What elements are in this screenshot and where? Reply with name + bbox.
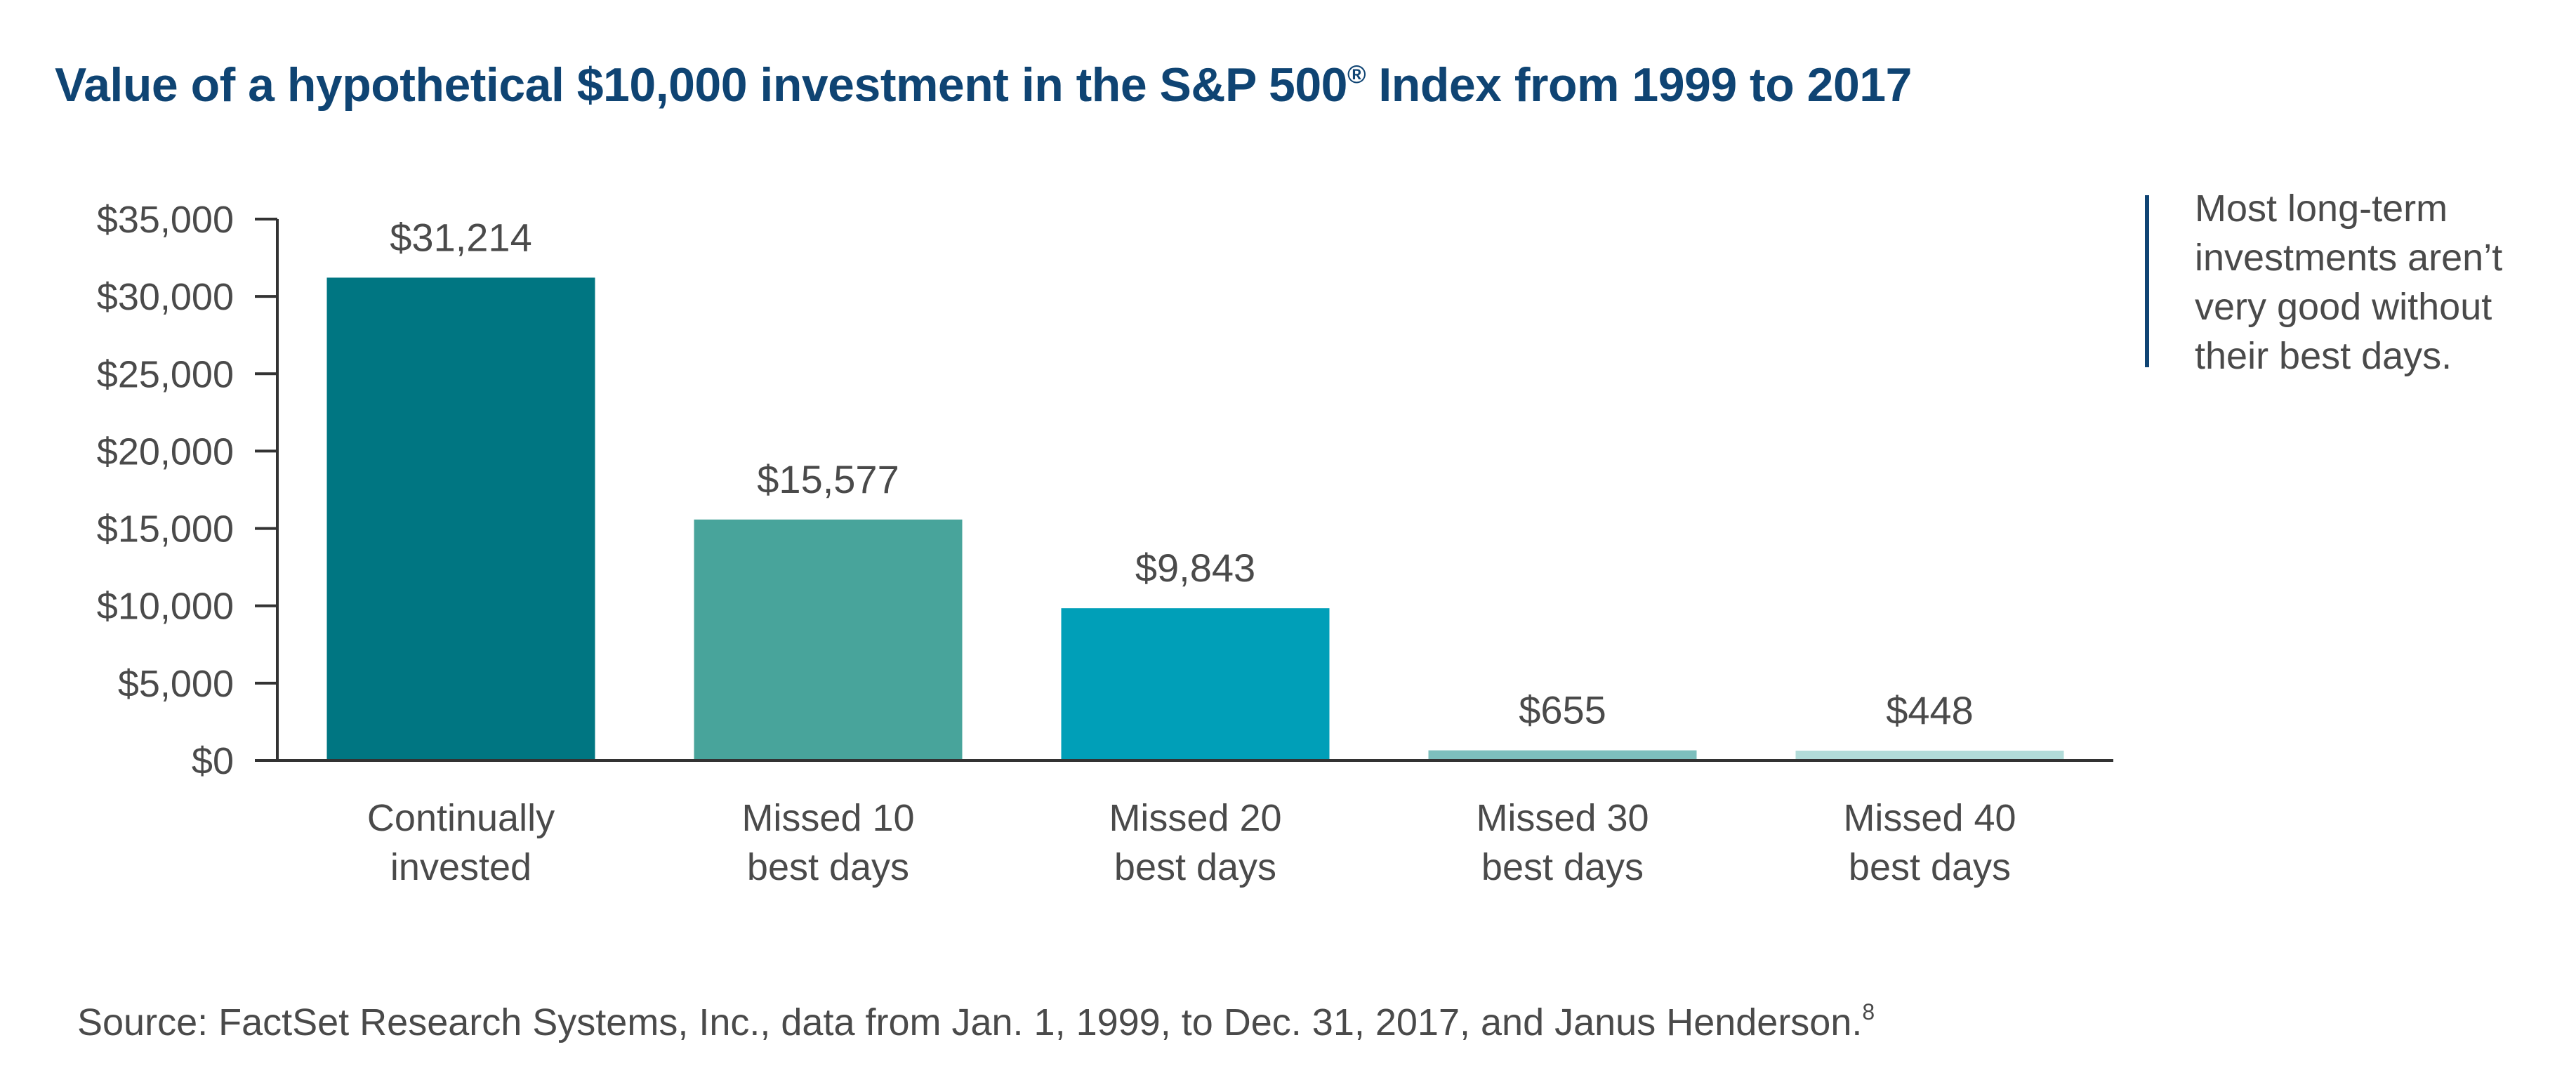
x-tick-label: Missed 10 best days — [741, 797, 914, 888]
chart-title: Value of a hypothetical $10,000 investme… — [55, 58, 1912, 112]
bar — [1061, 608, 1330, 760]
bar-value-label: $9,843 — [1135, 546, 1255, 590]
x-tick-label: Missed 20 best days — [1109, 797, 1281, 888]
bar — [694, 519, 963, 760]
bar-value-label: $448 — [1886, 688, 1974, 732]
bar-value-label: $31,214 — [390, 215, 531, 259]
x-tick-label: Missed 30 best days — [1476, 797, 1649, 888]
callout-rule — [2145, 195, 2149, 367]
registered-mark: ® — [1347, 60, 1366, 88]
callout-text: Most long-term investments aren’t very g… — [2195, 187, 2503, 377]
bar — [326, 277, 595, 761]
source-text: Source: FactSet Research Systems, Inc., … — [77, 1001, 1863, 1043]
bar-value-label: $15,577 — [757, 457, 899, 501]
x-tick-label: Continually invested — [367, 797, 555, 888]
x-tick-label: Missed 40 best days — [1843, 797, 2016, 888]
chart-title-text: Value of a hypothetical $10,000 investme… — [55, 58, 1347, 112]
y-tick-label: $0 — [192, 740, 234, 782]
y-tick-label: $30,000 — [97, 276, 234, 318]
y-tick-label: $25,000 — [97, 353, 234, 395]
bar — [1795, 751, 2064, 760]
chart-title-suffix: Index from 1999 to 2017 — [1366, 58, 1912, 112]
y-tick-label: $15,000 — [97, 508, 234, 551]
x-axis: Continually invested Missed 10 best days Mis… — [277, 759, 2113, 888]
bar-value-label: $655 — [1519, 688, 1606, 732]
y-axis: $0 $5,000 $10,000 $15,000 $20,000 $25,000 $30,… — [97, 199, 279, 782]
source-footnote: 8 — [1862, 999, 1875, 1025]
y-tick-label: $20,000 — [97, 430, 234, 473]
bar — [1428, 750, 1697, 760]
source-note: Source: FactSet Research Systems, Inc., … — [77, 1001, 1875, 1044]
bars: $31,214 $15,577 $9,843 $655 $448 — [326, 215, 2064, 761]
y-tick-label: $5,000 — [118, 663, 234, 705]
y-tick-label: $35,000 — [97, 199, 234, 241]
y-tick-label: $10,000 — [97, 586, 234, 628]
